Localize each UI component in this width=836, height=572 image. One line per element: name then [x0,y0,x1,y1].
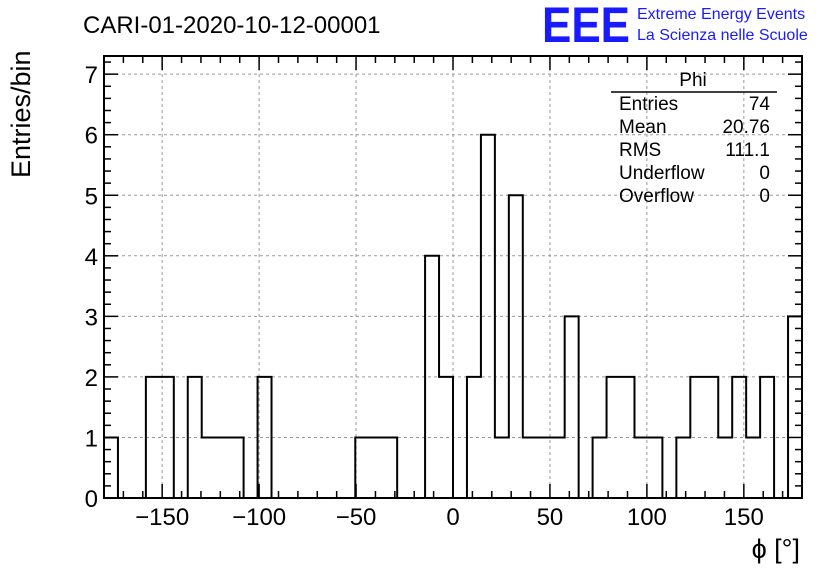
stats-value: 20.76 [722,117,770,138]
y-tick-labels: 0 1 2 3 4 5 6 7 [85,62,98,513]
x-tick-label: 150 [724,504,764,531]
y-tick-label: 1 [85,425,98,452]
y-tick-label: 0 [85,486,98,513]
stats-value: 0 [759,163,770,184]
stats-label: Underflow [619,163,705,184]
y-tick-label: 4 [85,244,98,271]
stats-label: RMS [619,140,661,161]
x-tick-label: −150 [135,504,189,531]
stats-rows: Entries 74 Mean 20.76 RMS 111.1 Underflow 0 Over… [619,94,770,207]
stats-value: 74 [749,94,771,115]
x-tick-label: 50 [537,504,564,531]
stats-box: Phi Entries 74 Mean 20.76 RMS 111.1 Underflow 0… [611,70,777,207]
x-tick-label: 100 [627,504,667,531]
y-tick-label: 6 [85,123,98,150]
y-tick-label: 2 [85,365,98,392]
logo-line2: La Scienza nelle Scuole [637,27,808,44]
logo-mark: EEE [542,0,630,53]
eee-logo: EEE Extreme Energy Events La Scienza nel… [542,0,808,53]
stats-label: Overflow [619,186,694,207]
y-tick-label: 3 [85,304,98,331]
x-tick-label: −100 [232,504,286,531]
y-axis-label: Entries/bin [6,50,36,178]
stats-label: Entries [619,94,678,115]
stats-value: 111.1 [725,140,770,161]
x-tick-label: −50 [336,504,377,531]
y-tick-label: 5 [85,183,98,210]
axis-ticks [104,56,802,499]
x-axis-label: ϕ [°] [752,534,800,564]
logo-line1: Extreme Energy Events [637,6,805,23]
stats-label: Mean [619,117,667,138]
chart-title: CARI-01-2020-10-12-00001 [83,12,381,39]
x-tick-label: 0 [446,504,459,531]
y-tick-label: 7 [85,62,98,89]
stats-value: 0 [759,186,770,207]
stats-title: Phi [679,70,706,91]
histogram-outline [103,133,803,499]
x-tick-labels: −150 −100 −50 0 50 100 150 [135,504,764,531]
